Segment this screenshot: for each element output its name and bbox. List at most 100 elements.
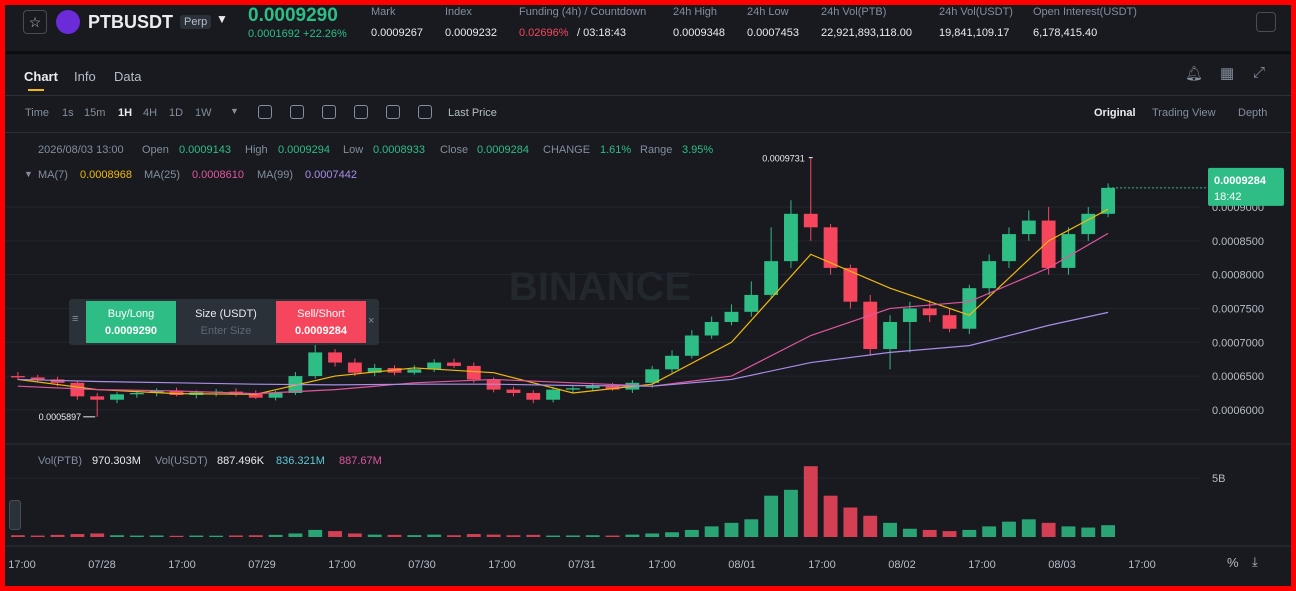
watermark: BINANCE: [509, 265, 691, 309]
candle-body: [367, 367, 382, 373]
stat-extra: / 03:18:43: [577, 27, 626, 39]
volume-bar: [486, 534, 501, 537]
stat-label: 24h Vol(USDT): [939, 6, 1013, 18]
tab[interactable]: Info: [74, 69, 96, 84]
tool-icon[interactable]: [386, 105, 400, 119]
view-option[interactable]: Depth: [1238, 107, 1268, 119]
ohlc-info: 0.0008933: [373, 144, 425, 156]
x-tick-label: 08/02: [888, 559, 916, 571]
volume-bar: [883, 522, 897, 537]
bell-icon[interactable]: 🔔︎: [1185, 65, 1203, 81]
tool-icon[interactable]: [258, 105, 272, 119]
view-option[interactable]: Original: [1094, 107, 1136, 119]
price-mode[interactable]: Last Price: [448, 107, 497, 119]
interval[interactable]: 1H: [118, 107, 133, 119]
candle-body: [922, 308, 937, 316]
candle-body: [1081, 213, 1096, 235]
stat-value: 0.0009232: [445, 27, 497, 39]
candle-body: [902, 308, 917, 322]
symbol-dropdown[interactable]: ▼: [216, 12, 228, 26]
volume-bar: [1061, 526, 1076, 537]
ohlc-info: 1.61%: [600, 144, 632, 156]
stat-label: Index: [445, 6, 472, 18]
interval[interactable]: 1D: [169, 107, 184, 119]
scroll-handle[interactable]: [9, 500, 21, 530]
interval[interactable]: 1s: [62, 107, 74, 119]
volume-bar: [10, 535, 25, 537]
stat-label: Mark: [371, 6, 396, 18]
tab[interactable]: Data: [114, 69, 142, 84]
coin-icon: [56, 10, 80, 34]
low-label: 0.0005897: [39, 412, 82, 422]
size-input[interactable]: Enter Size: [200, 325, 252, 337]
ma-toggle[interactable]: ▼: [24, 169, 33, 179]
candle-body: [328, 352, 342, 363]
x-tick-label: 17:00: [1128, 559, 1156, 571]
view-option[interactable]: Trading View: [1152, 107, 1216, 119]
tool-icon[interactable]: [290, 105, 304, 119]
volume-bar: [1041, 522, 1056, 537]
volume-bar: [823, 495, 838, 537]
ma-line: [17, 311, 1109, 387]
volume-bar: [328, 531, 342, 537]
candle-body: [823, 227, 838, 268]
volume-bar: [347, 533, 362, 537]
vol-legend: Vol(PTB): [38, 455, 83, 467]
volume-bar: [982, 526, 997, 537]
x-tick-label: 17:00: [808, 559, 836, 571]
vol-legend: 836.321M: [276, 455, 325, 467]
divider: [5, 95, 1291, 96]
tool-icon[interactable]: [354, 105, 368, 119]
volume-bar: [308, 529, 323, 537]
ma-legend-value: 0.0008968: [80, 169, 132, 181]
candle-body: [110, 394, 124, 400]
symbol[interactable]: PTBUSDT: [88, 12, 173, 32]
x-tick-label: 08/01: [728, 559, 756, 571]
volume-bar: [466, 534, 481, 537]
interval[interactable]: 4H: [143, 107, 158, 119]
volume-bar: [684, 529, 699, 537]
auto-scale[interactable]: ⤓: [1252, 554, 1258, 569]
x-tick-label: 07/29: [248, 559, 276, 571]
tab[interactable]: Chart: [24, 69, 58, 84]
volume-bar: [1021, 519, 1036, 537]
percent-toggle[interactable]: %: [1227, 555, 1239, 570]
volume-bar: [288, 533, 303, 537]
tool-icon[interactable]: [418, 105, 432, 119]
candle-body: [665, 355, 679, 370]
interval[interactable]: 15m: [84, 107, 106, 119]
price-tag: [1208, 167, 1284, 206]
favorite-button[interactable]: ☆: [23, 10, 47, 34]
volume-bar: [268, 534, 283, 537]
stat-value: 0.0009267: [371, 27, 423, 39]
stat-label: 24h Low: [747, 6, 789, 18]
candle-body: [585, 386, 600, 389]
vol-tick-label: 5B: [1212, 473, 1225, 485]
layout-icon[interactable]: ▦: [1220, 65, 1235, 82]
candle-body: [347, 362, 362, 373]
sell-button[interactable]: [276, 301, 366, 343]
close-button[interactable]: ×: [368, 315, 375, 327]
price-change: 0.0001692 +22.26%: [248, 28, 347, 40]
ma-line: [17, 208, 1109, 395]
stat-value: 0.02696%: [519, 27, 569, 39]
buy-button[interactable]: [86, 301, 176, 343]
volume-bar: [843, 507, 858, 537]
candle-body: [268, 392, 283, 398]
drag-handle[interactable]: ≡: [72, 313, 79, 325]
buy-price: 0.0009290: [105, 325, 157, 337]
interval-dropdown[interactable]: ▼: [230, 106, 239, 116]
tool-icon[interactable]: [322, 105, 336, 119]
price-tag-value: 0.0009284: [1214, 175, 1267, 187]
interval[interactable]: 1W: [195, 107, 212, 119]
settings-icon[interactable]: [1256, 12, 1276, 32]
vol-legend: 970.303M: [92, 455, 141, 467]
ohlc-info: 3.95%: [682, 144, 714, 156]
interval[interactable]: Time: [25, 107, 50, 119]
volume-bar: [724, 522, 739, 537]
x-tick-label: 07/30: [408, 559, 436, 571]
candle-body: [546, 389, 561, 400]
volume-bar: [585, 535, 600, 537]
fullscreen-icon[interactable]: ⤢: [1253, 64, 1266, 81]
